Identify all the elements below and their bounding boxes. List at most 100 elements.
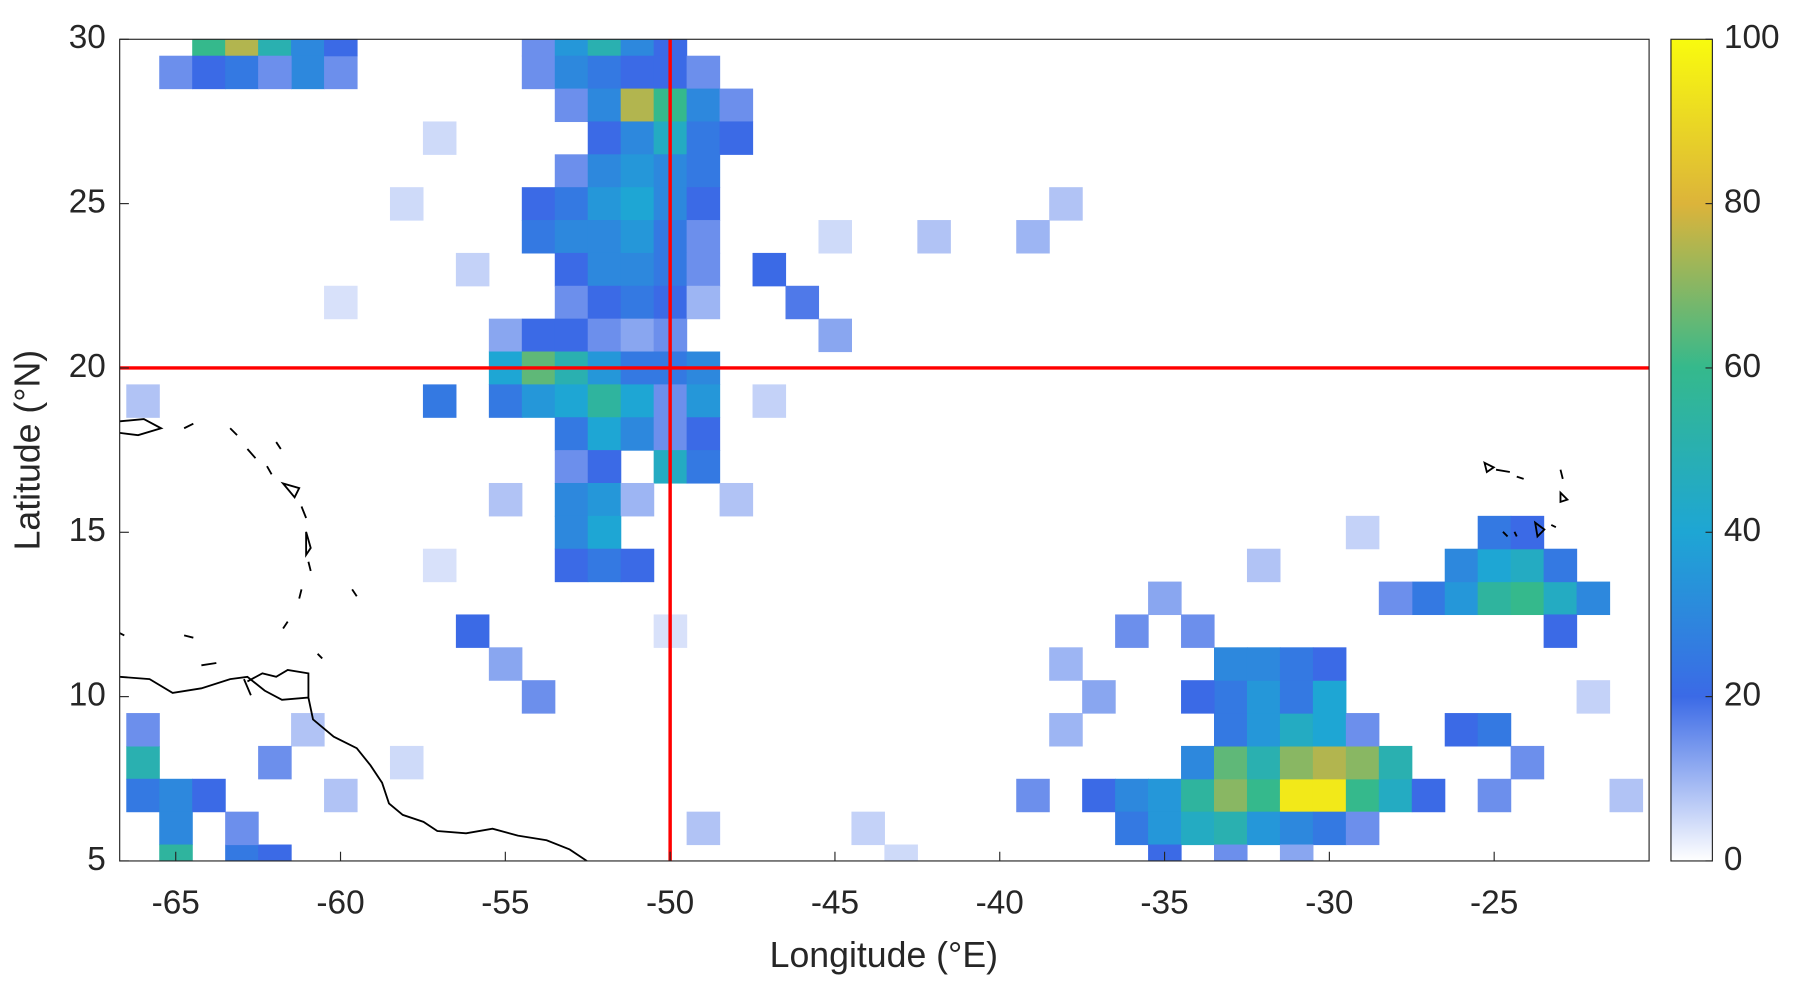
- cell: [1148, 778, 1182, 813]
- cell: [192, 39, 226, 57]
- cell: [521, 55, 556, 90]
- cell: [620, 252, 655, 287]
- cell: [686, 88, 721, 123]
- cell: [159, 55, 193, 90]
- cell: [1181, 614, 1215, 648]
- island-arc: [119, 422, 358, 696]
- cell: [422, 548, 457, 583]
- x-tick-label: -60: [316, 884, 364, 921]
- cell: [1246, 548, 1281, 583]
- cell: [1016, 778, 1050, 813]
- cell: [620, 39, 655, 57]
- cell: [686, 417, 721, 451]
- cell: [126, 713, 160, 747]
- colorbar: [1670, 38, 1713, 862]
- cell: [1181, 778, 1215, 813]
- cell: [686, 187, 721, 221]
- cell: [1049, 187, 1083, 221]
- crosshair: [119, 39, 1650, 861]
- cell: [521, 318, 556, 353]
- cell: [587, 121, 622, 155]
- cell: [258, 55, 292, 90]
- cell: [554, 154, 589, 188]
- islands: [1483, 461, 1570, 539]
- cell: [521, 187, 556, 221]
- colorbar-tick-label: 80: [1724, 183, 1761, 220]
- cell: [587, 318, 622, 353]
- cell: [587, 55, 622, 90]
- cell: [455, 614, 490, 648]
- cell: [126, 778, 160, 813]
- cell: [126, 384, 160, 418]
- cell: [1214, 713, 1248, 747]
- coastline: [119, 668, 588, 861]
- cell: [719, 482, 754, 517]
- cell: [620, 548, 655, 583]
- cell: [225, 55, 259, 90]
- plot-frame: [119, 38, 1650, 862]
- x-tick-label: -45: [811, 884, 859, 921]
- cell: [126, 745, 160, 780]
- cell: [1115, 811, 1149, 846]
- cell: [1246, 778, 1281, 813]
- cell: [554, 88, 589, 123]
- cell: [587, 88, 622, 123]
- cell: [587, 482, 622, 517]
- cell: [521, 39, 556, 57]
- cell: [258, 844, 292, 861]
- cell: [1345, 778, 1380, 813]
- cell: [686, 154, 721, 188]
- cell: [1312, 778, 1347, 813]
- cell: [1609, 778, 1644, 813]
- cell: [324, 778, 358, 813]
- colorbar-tick-label: 100: [1724, 19, 1780, 56]
- cell: [620, 285, 655, 320]
- cell: [1312, 745, 1347, 780]
- y-tick-label: 25: [69, 183, 106, 220]
- cell: [192, 778, 226, 813]
- cell: [159, 778, 193, 813]
- island: [119, 418, 164, 437]
- cell: [1576, 680, 1611, 714]
- cell: [587, 220, 622, 254]
- cell: [1246, 811, 1281, 846]
- cell: [159, 811, 193, 846]
- cell: [554, 318, 589, 353]
- colorbar-tick-label: 60: [1724, 348, 1761, 385]
- cell: [1115, 614, 1149, 648]
- cell: [1082, 778, 1116, 813]
- cell: [1016, 220, 1050, 254]
- cell: [1049, 713, 1083, 747]
- cell: [1181, 680, 1215, 714]
- cell: [1411, 778, 1446, 813]
- cell: [324, 285, 358, 320]
- cell: [1214, 811, 1248, 846]
- cell: [587, 384, 622, 418]
- cell: [1148, 811, 1182, 846]
- cell: [488, 384, 523, 418]
- cell: [554, 220, 589, 254]
- cell: [1246, 713, 1281, 747]
- cell: [686, 121, 721, 155]
- cell: [291, 55, 325, 90]
- cell: [1312, 713, 1347, 747]
- cell: [1477, 548, 1512, 583]
- cell: [1378, 581, 1413, 616]
- cell: [422, 121, 457, 155]
- cell: [554, 187, 589, 221]
- cell: [1214, 647, 1248, 681]
- cell: [1444, 548, 1479, 583]
- cell: [225, 39, 259, 57]
- cell: [686, 285, 721, 320]
- cell: [1115, 778, 1149, 813]
- cell: [917, 220, 951, 254]
- cell: [1181, 745, 1215, 780]
- colorbar-tick-label: 40: [1724, 512, 1761, 549]
- y-tick-label: 20: [69, 348, 106, 385]
- cell: [1214, 778, 1248, 813]
- x-tick-label: -40: [976, 884, 1024, 921]
- cell: [1543, 614, 1578, 648]
- cell: [1246, 647, 1281, 681]
- cell: [1543, 548, 1578, 583]
